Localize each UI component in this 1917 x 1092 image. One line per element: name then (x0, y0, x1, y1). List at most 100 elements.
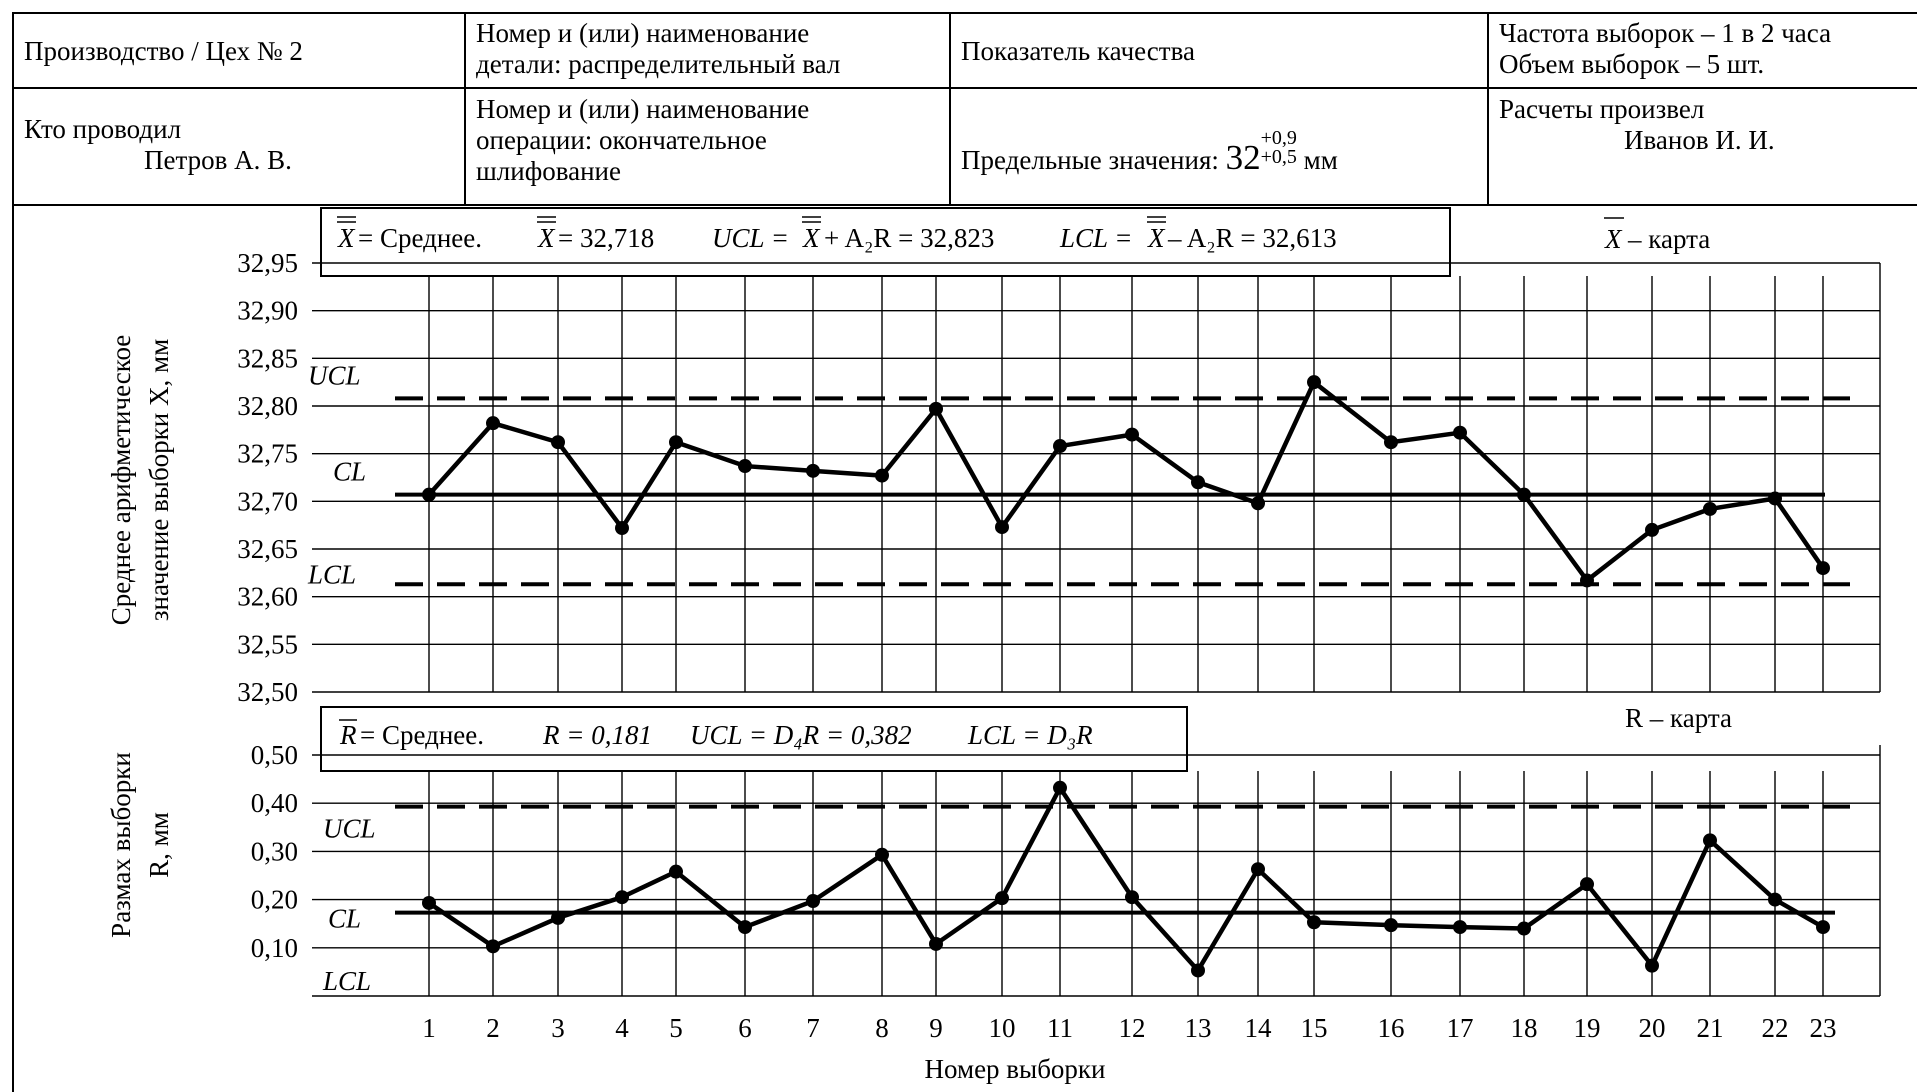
r-ytick-label: 0,10 (251, 933, 298, 963)
x-tick-label: 18 (1511, 1013, 1538, 1043)
r-ucl-text: UCL = D₄R = 0,382 (690, 720, 912, 750)
r-point (875, 847, 889, 862)
r-point (1053, 780, 1067, 795)
r-mean-label: = Среднее. (360, 720, 484, 750)
r-legend-box (320, 706, 1188, 772)
xbar-legend: X = Среднее. X = 32,718 UCL = X + A₂R = … (337, 216, 1337, 253)
part-line: Номер и (или) наименование (476, 18, 810, 48)
xbar-series-line (427, 379, 1825, 583)
xbar-lcl-formula: – A₂R = 32,613 (1167, 223, 1337, 253)
xbar-ytick-label: 32,70 (237, 486, 298, 516)
part-cell: Номер и (или) наименование детали: распр… (476, 18, 840, 80)
header-divider (14, 87, 1917, 89)
r-cl-label: CL (328, 904, 361, 934)
xbar-point (615, 521, 629, 536)
x-tick-label: 16 (1378, 1013, 1405, 1043)
xbar-ytick-label: 32,55 (237, 629, 298, 659)
xbar-point (875, 468, 889, 483)
x-tick-label: 12 (1119, 1013, 1146, 1043)
xbar-mean-label: = Среднее. (358, 223, 482, 253)
volume-text: Объем выборок – 5 шт. (1499, 49, 1765, 79)
xbar-ytick-label: 32,85 (237, 343, 298, 373)
r-ytick-label: 0,40 (251, 788, 298, 818)
who-cell: Кто проводил Петров А. В. (24, 114, 292, 176)
xbar-mean-value: = 32,718 (558, 223, 654, 253)
xbar-point (1580, 573, 1594, 588)
xbar-point (1191, 475, 1205, 490)
x-tick-label: 19 (1574, 1013, 1601, 1043)
r-ytick-label: 0,50 (251, 740, 298, 770)
frame-left-border (12, 204, 14, 1092)
xbar-point (995, 520, 1009, 535)
xbar-ytick-label: 32,90 (237, 296, 298, 326)
part-line: детали: распределительный вал (476, 49, 841, 79)
r-point (995, 891, 1009, 906)
xbar-lcl-label: LCL (307, 559, 356, 589)
xbar-point (806, 463, 820, 478)
xbar-ytick-label: 32,50 (237, 677, 298, 707)
x-tick-label: 1 (422, 1013, 436, 1043)
r-point (669, 864, 683, 879)
x-tick-label: 8 (875, 1013, 889, 1043)
r-lcl-text: LCL = D₃R (967, 720, 1093, 750)
r-value-text: R = 0,181 (542, 720, 652, 750)
xbar-legend-symbol: X (1147, 223, 1166, 253)
xbar-ucl-text: UCL = (712, 223, 789, 253)
xbar-point (1307, 375, 1321, 390)
x-tick-label: 23 (1810, 1013, 1837, 1043)
xbar-ytick-label: 32,95 (237, 248, 298, 278)
xbar-point (1816, 561, 1830, 576)
production-cell: Производство / Цех № 2 (24, 36, 303, 66)
r-ylabel-line2: R, мм (144, 812, 174, 878)
xbar-point (1251, 496, 1265, 511)
r-point (1125, 890, 1139, 905)
r-point (1517, 921, 1531, 936)
x-tick-label: 9 (929, 1013, 943, 1043)
r-lcl-label: LCL (322, 966, 371, 996)
limits-nominal: 32 (1225, 138, 1261, 177)
xbar-point (486, 416, 500, 431)
limits-label: Предельные значения: (961, 145, 1219, 175)
operation-line: Номер и (или) наименование (476, 94, 810, 124)
xbar-legend-symbol: X (802, 223, 821, 253)
r-ylabel-line1: Размах выборки (106, 752, 136, 938)
r-series-line (427, 785, 1825, 973)
who-label: Кто проводил (24, 114, 182, 144)
calc-cell: Расчеты произвел Иванов И. И. (1499, 94, 1775, 156)
r-point (615, 890, 629, 905)
r-point (1816, 920, 1830, 935)
xbar-ytick-label: 32,60 (237, 582, 298, 612)
x-tick-label: 21 (1697, 1013, 1724, 1043)
header-divider (1487, 14, 1489, 206)
xbar-ylabel-line1: Среднее арифметическое (106, 335, 136, 626)
xbar-point (1125, 427, 1139, 442)
x-tick-label: 10 (989, 1013, 1016, 1043)
r-ytick-label: 0,20 (251, 885, 298, 915)
xbar-point (1053, 439, 1067, 454)
xbar-title-symbol: X (1604, 224, 1623, 254)
x-tick-label: 20 (1639, 1013, 1666, 1043)
xbar-point (551, 435, 565, 450)
x-tick-label: 7 (806, 1013, 820, 1043)
header-table: Производство / Цех № 2 Номер и (или) наи… (12, 12, 1917, 206)
x-tick-label: 14 (1245, 1013, 1273, 1043)
xbar-point (669, 435, 683, 450)
frequency-text: Частота выборок – 1 в 2 часа (1499, 18, 1832, 48)
r-ytick-label: 0,30 (251, 836, 298, 866)
xbar-title-text: – карта (1627, 224, 1710, 254)
xbar-point (422, 487, 436, 502)
limits-lower: +0,5 (1260, 146, 1297, 168)
xbar-point (738, 459, 752, 474)
x-tick-label: 15 (1301, 1013, 1328, 1043)
r-point (929, 936, 943, 951)
xbar-legend-symbol: X (537, 223, 556, 253)
x-tick-label: 22 (1762, 1013, 1789, 1043)
calc-name: Иванов И. И. (1624, 125, 1775, 155)
xbar-ytick-label: 32,65 (237, 534, 298, 564)
header-divider (14, 204, 1917, 206)
calc-label: Расчеты произвел (1499, 94, 1705, 124)
xbar-ytick-label: 32,75 (237, 439, 298, 469)
xbar-point (1645, 522, 1659, 537)
r-point (1645, 958, 1659, 973)
